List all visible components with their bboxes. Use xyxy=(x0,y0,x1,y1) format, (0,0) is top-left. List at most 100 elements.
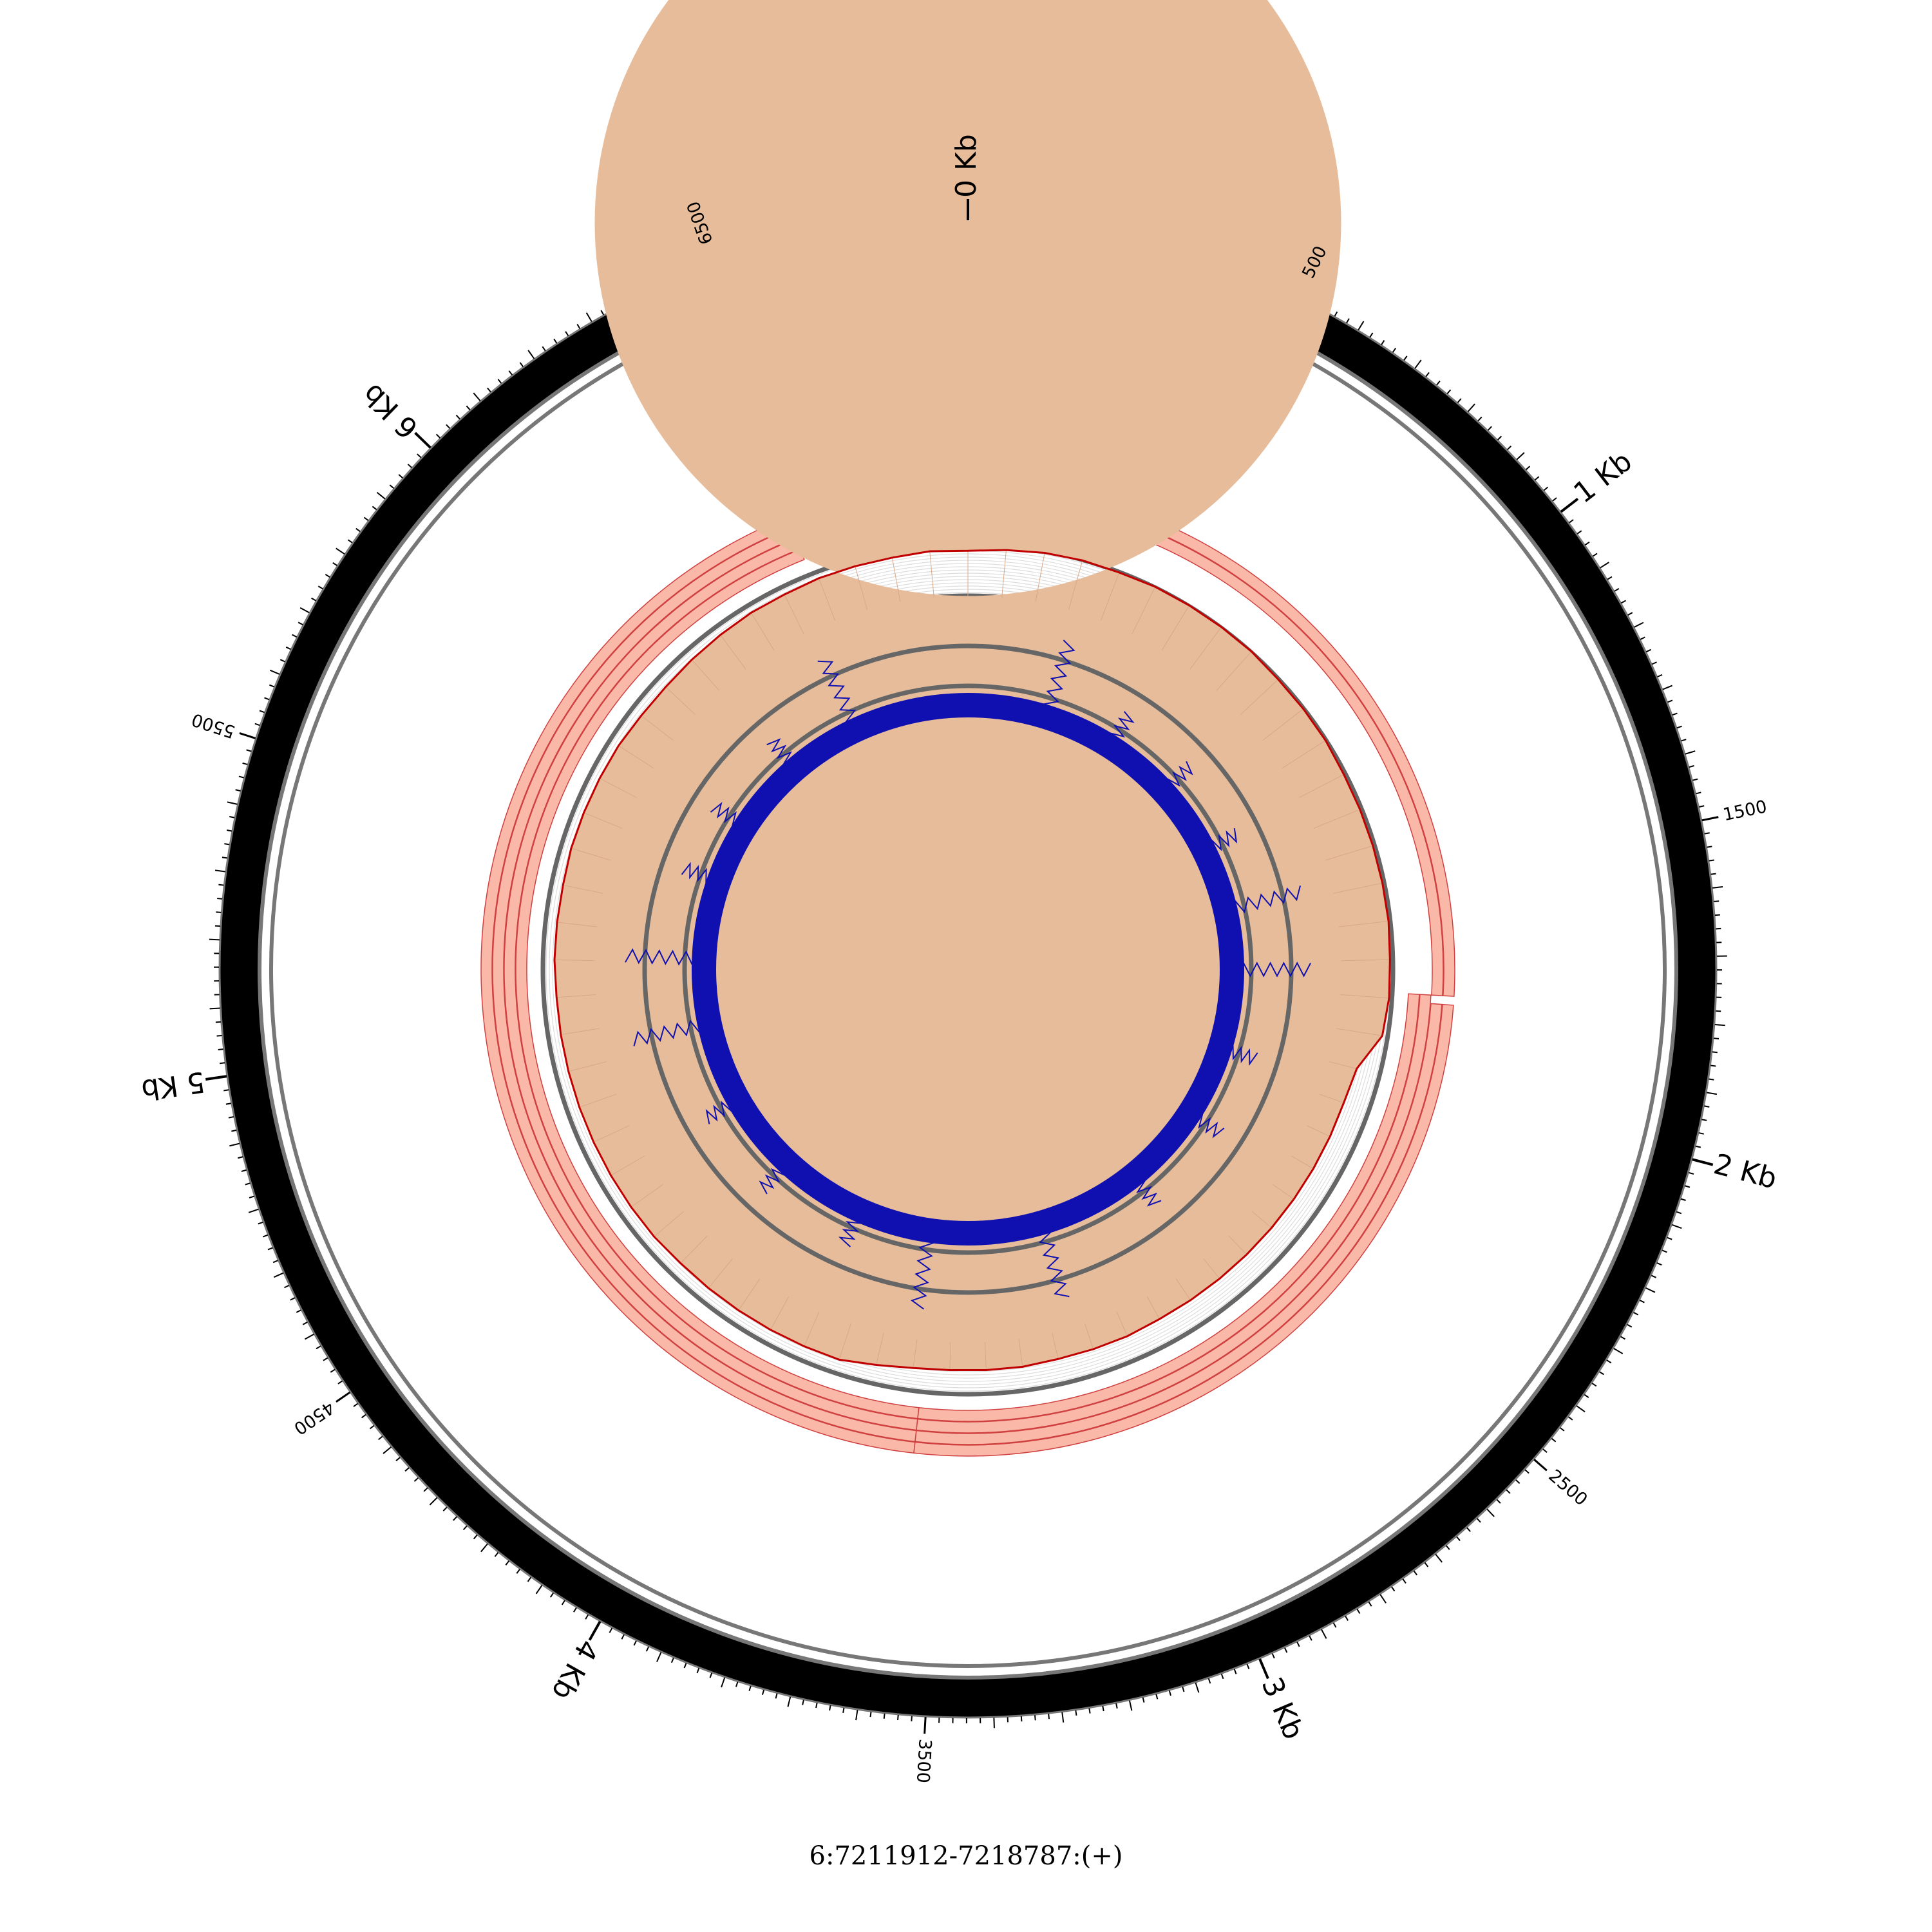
ruler-tick xyxy=(395,1457,401,1462)
feature-glyph xyxy=(710,802,737,826)
signal-bin-divider xyxy=(556,994,596,998)
signal-bin-divider xyxy=(665,687,696,715)
ruler-tick xyxy=(1584,1394,1589,1398)
signal-bin-divider xyxy=(1068,560,1083,611)
feature-glyph xyxy=(766,738,792,765)
minor-tick-label: 4500 xyxy=(290,1397,337,1438)
signal-bin-divider xyxy=(1146,1296,1160,1320)
ruler-tick xyxy=(1496,1499,1501,1504)
ruler-tick xyxy=(683,1663,687,1669)
signal-bin-divider xyxy=(568,1061,607,1072)
ruler-tick xyxy=(1569,519,1574,524)
ruler-tick xyxy=(748,1685,752,1691)
ruler-tick xyxy=(1208,1678,1211,1684)
ruler-tick xyxy=(1195,1682,1200,1693)
signal-bin-divider xyxy=(560,1028,600,1036)
ruler-tick xyxy=(542,346,546,352)
ruler-tick xyxy=(1487,426,1492,431)
ruler-tick xyxy=(442,1506,448,1511)
ruler-tick xyxy=(264,697,270,701)
ruler-tick xyxy=(1698,1132,1704,1135)
signal-bin-divider xyxy=(738,1278,761,1311)
ruler-tick xyxy=(246,749,252,752)
ruler-tick xyxy=(292,634,298,638)
ruler-tick xyxy=(1662,1249,1667,1253)
ruler-tick xyxy=(389,484,395,489)
ruler-tick xyxy=(1656,1262,1662,1266)
signal-bin-divider xyxy=(1319,1094,1344,1103)
ruler-tick xyxy=(1640,636,1645,640)
feature-glyph xyxy=(759,1168,785,1195)
ruler-tick xyxy=(1115,1703,1118,1709)
ruler-tick xyxy=(1685,750,1696,755)
signal-bin-divider xyxy=(708,1258,733,1289)
ruler-tick xyxy=(423,1487,428,1492)
feature-glyph xyxy=(1136,1180,1162,1207)
ruler-tick xyxy=(1634,621,1644,628)
signal-bin-divider xyxy=(1341,959,1390,961)
ruler-tick xyxy=(1155,1694,1159,1700)
ruler-tick xyxy=(1651,1274,1657,1278)
ruler-tick xyxy=(363,516,369,522)
ruler-tick xyxy=(1701,1119,1707,1121)
ruler-tick xyxy=(600,310,605,316)
ruler-tick xyxy=(1506,445,1512,450)
feature-glyph xyxy=(817,660,857,723)
signal-bin-divider xyxy=(1175,1278,1191,1301)
ruler-tick xyxy=(585,1614,589,1620)
ruler-tick xyxy=(1321,1629,1327,1639)
ruler-tick xyxy=(279,659,285,663)
ruler-tick xyxy=(267,1247,273,1251)
ruler-tick xyxy=(1456,1536,1461,1541)
signal-bin-divider xyxy=(1035,553,1045,603)
major-tick-label: 0 Kb xyxy=(950,134,983,198)
signal-bin-divider xyxy=(1216,651,1252,691)
ruler-tick xyxy=(911,1716,913,1721)
signal-bin-divider xyxy=(1329,1061,1357,1069)
signal-bin-divider xyxy=(1333,882,1383,894)
ruler-tick xyxy=(709,1672,713,1678)
major-tick-mark xyxy=(414,431,431,449)
signal-bin-divider xyxy=(770,1296,790,1331)
signal-bin-divider xyxy=(1116,1311,1128,1337)
ruler-tick xyxy=(218,1048,223,1050)
feature-glyph xyxy=(681,862,707,884)
ruler-tick xyxy=(353,1403,359,1407)
major-tick-label: 4 Kb xyxy=(545,1634,605,1705)
ruler-tick xyxy=(285,646,291,650)
ruler-tick xyxy=(245,1182,251,1186)
ruler-tick xyxy=(217,897,223,900)
ruler-tick xyxy=(829,1705,831,1711)
feature-glyph xyxy=(1234,886,1301,913)
ruler-tick xyxy=(645,1646,650,1652)
ruler-tick xyxy=(1435,1553,1443,1563)
ruler-tick xyxy=(225,1103,231,1105)
signal-bin-divider xyxy=(1132,586,1156,634)
ruler-tick xyxy=(656,1652,662,1662)
signal-bin-divider xyxy=(1325,845,1373,861)
ruler-tick xyxy=(1689,1171,1694,1175)
ruler-tick xyxy=(455,415,460,420)
ruler-tick xyxy=(1620,1336,1625,1340)
ruler-tick xyxy=(239,732,256,739)
signal-bin-divider xyxy=(611,1155,645,1176)
signal-bin-divider xyxy=(579,1094,617,1108)
ruler-tick xyxy=(585,312,592,322)
minor-tick-label: 3500 xyxy=(913,1738,935,1783)
ruler-tick xyxy=(1599,1371,1605,1376)
ruler-tick xyxy=(802,1700,804,1705)
feature-glyph xyxy=(1198,1113,1225,1139)
ruler-tick xyxy=(633,1640,637,1646)
ruler-tick xyxy=(508,370,513,375)
signal-bin-divider xyxy=(1203,1258,1220,1279)
signal-bin-divider xyxy=(1251,1211,1272,1229)
feature-glyph xyxy=(1243,961,1311,978)
ruler-tick xyxy=(1699,805,1705,808)
ruler-tick xyxy=(1680,1198,1686,1201)
ruler-tick xyxy=(1061,1712,1065,1723)
signal-bin-divider xyxy=(891,557,901,603)
ruler-tick xyxy=(1614,588,1620,592)
signal-bin-divider xyxy=(1299,774,1344,798)
ruler-tick xyxy=(696,1668,700,1674)
ruler-tick xyxy=(761,1689,765,1695)
